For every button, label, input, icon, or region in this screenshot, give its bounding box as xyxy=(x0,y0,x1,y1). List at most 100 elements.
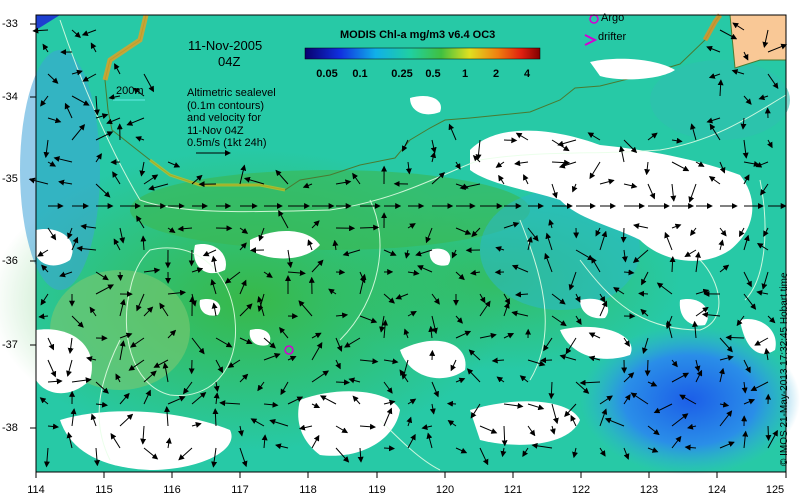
velocity-arrow xyxy=(108,94,121,101)
velocity-arrow xyxy=(623,139,638,154)
velocity-arrow xyxy=(719,410,733,427)
velocity-arrow xyxy=(53,156,73,163)
velocity-arrow xyxy=(428,325,435,339)
velocity-arrow xyxy=(589,161,601,180)
velocity-arrow xyxy=(743,234,750,251)
velocity-arrow xyxy=(591,256,601,273)
velocity-arrow xyxy=(112,171,121,185)
velocity-arrow xyxy=(719,227,727,237)
velocity-arrow xyxy=(237,425,244,437)
velocity-arrow xyxy=(588,355,601,362)
velocity-arrow xyxy=(95,131,114,141)
velocity-arrow xyxy=(395,293,409,300)
velocity-arrow xyxy=(307,239,313,251)
velocity-arrow xyxy=(670,183,677,202)
velocity-arrow xyxy=(740,117,747,130)
lon-tick-label: 125 xyxy=(765,484,785,496)
velocity-arrow xyxy=(191,337,205,355)
velocity-arrow xyxy=(191,422,202,428)
velocity-arrow xyxy=(731,69,745,75)
velocity-arrow xyxy=(764,347,770,361)
velocity-arrow xyxy=(671,359,678,368)
velocity-arrow xyxy=(71,95,90,106)
velocity-arrow xyxy=(143,73,154,93)
velocity-arrow xyxy=(219,400,241,407)
velocity-arrow xyxy=(167,289,186,296)
velocity-arrow xyxy=(335,359,341,370)
velocity-arrow xyxy=(709,123,721,141)
date-label: 11-Nov-2005 xyxy=(188,38,263,53)
velocity-arrow xyxy=(263,353,281,361)
velocity-arrow xyxy=(599,408,608,427)
velocity-arrow xyxy=(767,139,773,149)
velocity-arrow xyxy=(47,161,57,167)
velocity-arrow xyxy=(359,423,376,430)
velocity-arrow xyxy=(531,442,553,449)
velocity-arrow xyxy=(191,267,204,274)
velocity-arrow xyxy=(455,377,466,384)
velocity-arrow xyxy=(167,329,177,339)
velocity-arrow xyxy=(278,210,289,229)
velocity-arrow xyxy=(115,373,121,383)
velocity-arrow xyxy=(162,362,169,383)
velocity-arrow xyxy=(167,161,181,168)
velocity-arrow xyxy=(632,249,649,264)
velocity-arrow xyxy=(671,413,689,427)
velocity-arrow xyxy=(80,223,97,230)
drifter-legend-marker xyxy=(584,34,598,46)
velocity-arrow xyxy=(719,161,726,174)
velocity-arrow xyxy=(761,271,769,290)
velocity-arrow xyxy=(623,182,638,189)
lon-tick-label: 120 xyxy=(435,484,455,496)
velocity-arrow xyxy=(623,393,631,405)
velocity-arrow xyxy=(743,271,752,288)
map-frame xyxy=(35,14,787,473)
velocity-arrow xyxy=(767,429,778,449)
velocity-arrow xyxy=(95,284,114,295)
velocity-arrow xyxy=(71,315,84,328)
velocity-arrow xyxy=(67,227,73,240)
velocity-arrow xyxy=(495,161,505,168)
velocity-arrow xyxy=(239,447,248,468)
velocity-arrow xyxy=(280,381,289,396)
velocity-arrow xyxy=(212,408,219,427)
velocity-arrow xyxy=(523,174,529,185)
velocity-arrow xyxy=(763,227,769,237)
velocity-arrow xyxy=(335,425,349,434)
argo-legend-label: Argo xyxy=(601,12,625,24)
velocity-arrow xyxy=(82,73,97,82)
velocity-arrow xyxy=(587,132,601,141)
colorbar xyxy=(304,47,541,60)
velocity-arrow xyxy=(359,358,379,365)
velocity-arrow xyxy=(148,183,169,191)
lon-tick-label: 123 xyxy=(639,484,659,496)
velocity-arrow xyxy=(431,172,446,185)
velocity-arrow xyxy=(139,161,146,177)
velocity-arrow xyxy=(559,354,577,361)
velocity-arrow xyxy=(404,249,411,259)
velocity-arrow xyxy=(133,87,145,97)
velocity-arrow xyxy=(687,423,697,430)
velocity-arrow xyxy=(743,174,750,185)
velocity-arrow xyxy=(224,271,241,284)
velocity-arrow xyxy=(511,264,529,273)
velocity-arrow xyxy=(717,79,724,97)
drifter-legend-label: drifter xyxy=(598,31,627,43)
velocity-arrow xyxy=(95,401,108,408)
velocity-arrow xyxy=(669,256,676,273)
velocity-arrow xyxy=(211,255,218,273)
velocity-arrow xyxy=(47,337,55,351)
velocity-arrow xyxy=(28,177,49,185)
velocity-arrow xyxy=(767,73,779,90)
velocity-arrow xyxy=(239,242,247,251)
velocity-arrow xyxy=(263,271,273,278)
lon-tick-label: 118 xyxy=(299,484,317,496)
velocity-arrow xyxy=(43,139,50,159)
velocity-arrow xyxy=(263,401,279,408)
velocity-arrow xyxy=(455,271,465,281)
velocity-arrow xyxy=(382,319,389,339)
velocity-arrow xyxy=(706,45,721,53)
velocity-arrow xyxy=(451,249,458,259)
velocity-arrow xyxy=(114,63,121,75)
